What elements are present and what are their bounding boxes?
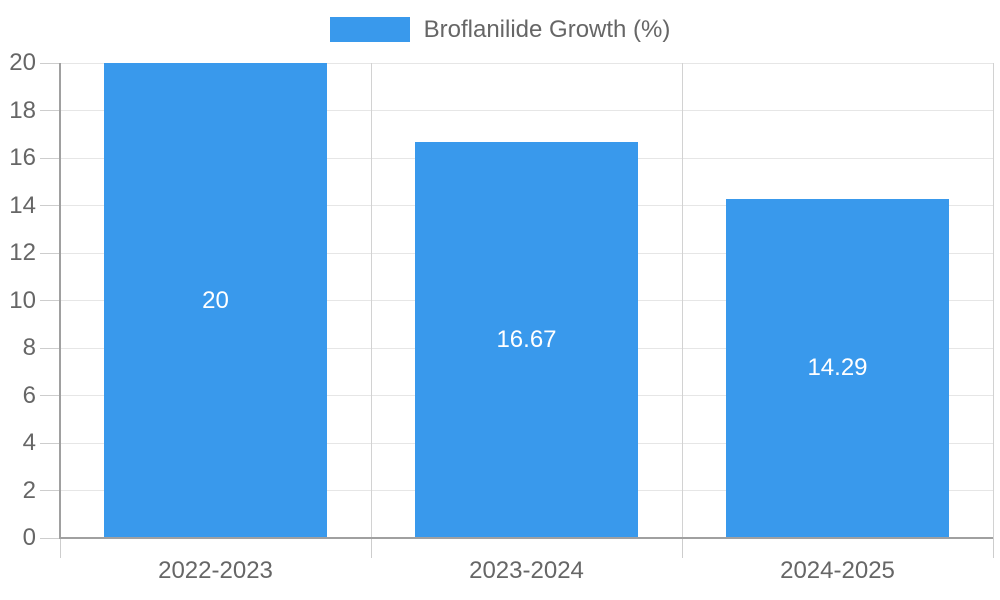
y-axis-tick-label: 14 — [9, 191, 36, 219]
y-axis-tick-label: 18 — [9, 96, 36, 124]
gridline-vertical — [992, 63, 994, 538]
y-axis-tick — [40, 537, 60, 539]
y-axis-tick-label: 16 — [9, 144, 36, 171]
bar[interactable] — [103, 63, 328, 538]
legend-swatch — [329, 17, 410, 42]
y-axis-tick — [40, 490, 60, 491]
gridline-vertical — [681, 63, 683, 538]
y-axis-tick — [40, 347, 60, 349]
y-axis-tick — [40, 110, 60, 111]
y-axis-line — [59, 63, 61, 538]
x-axis-tick — [370, 538, 372, 558]
bar[interactable] — [725, 198, 950, 538]
bar[interactable] — [414, 142, 639, 538]
y-axis-tick-label: 10 — [9, 286, 36, 314]
x-axis-category-label: 2022-2023 — [158, 557, 273, 584]
y-axis-tick-label: 8 — [22, 334, 36, 361]
x-axis-tick — [992, 538, 994, 558]
y-axis-tick — [40, 300, 60, 301]
y-axis-tick — [40, 252, 60, 254]
y-axis-tick — [40, 442, 60, 444]
y-axis-tick — [40, 62, 60, 64]
y-axis-tick-label: 6 — [22, 381, 36, 409]
y-axis-tick-label: 2 — [22, 476, 36, 504]
legend-item[interactable]: Broflanilide Growth (%) — [329, 16, 671, 43]
y-axis-tick — [40, 157, 60, 159]
legend-label: Broflanilide Growth (%) — [423, 16, 671, 43]
y-axis-tick — [40, 395, 60, 396]
x-axis-category-label: 2023-2024 — [469, 557, 584, 584]
y-axis-tick — [40, 205, 60, 206]
x-axis-category-label: 2024-2025 — [780, 557, 895, 584]
y-axis-tick-label: 0 — [22, 524, 36, 551]
x-axis-tick — [59, 538, 61, 558]
gridline-vertical — [370, 63, 372, 538]
y-axis-tick-label: 12 — [9, 239, 36, 266]
chart-legend: Broflanilide Growth (%) — [0, 17, 1000, 42]
x-axis-tick — [681, 538, 683, 558]
y-axis-tick-label: 20 — [9, 49, 36, 76]
y-axis-tick-label: 4 — [22, 429, 36, 456]
